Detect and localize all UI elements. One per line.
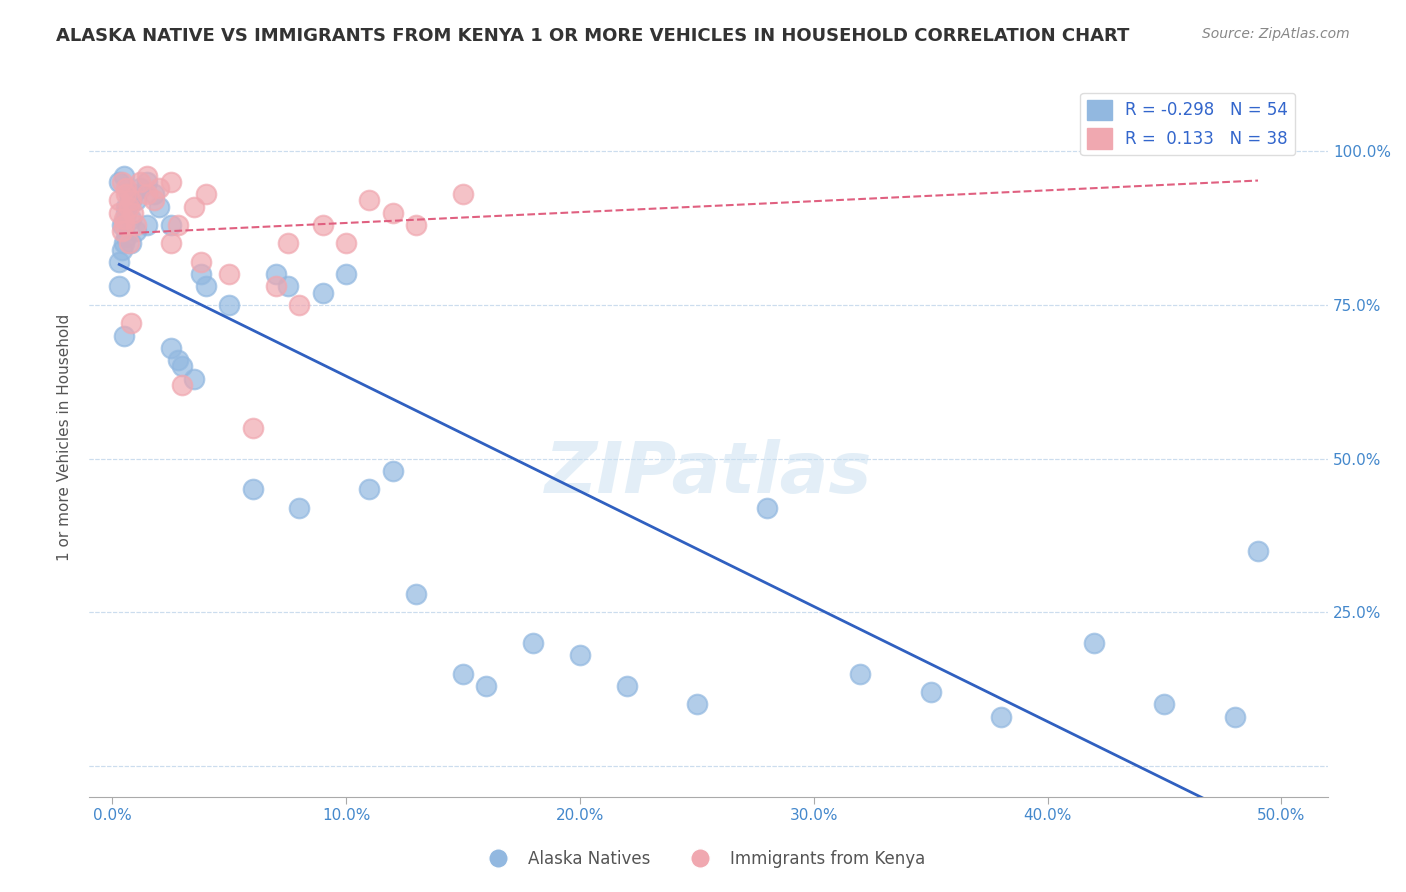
Point: [190, 267, 212, 281]
Point: [920, 685, 942, 699]
Point: [143, 194, 166, 208]
Point: [183, 200, 205, 214]
Point: [359, 483, 381, 497]
Point: [451, 187, 474, 202]
Point: [616, 679, 638, 693]
Point: [115, 181, 138, 195]
Point: [686, 698, 709, 712]
Point: [136, 187, 159, 202]
Point: [129, 181, 152, 195]
Point: [218, 267, 240, 281]
Point: [148, 181, 170, 195]
Point: [122, 187, 145, 202]
Point: [264, 267, 287, 281]
Point: [108, 194, 131, 208]
Text: ALASKA NATIVE VS IMMIGRANTS FROM KENYA 1 OR MORE VEHICLES IN HOUSEHOLD CORRELATI: ALASKA NATIVE VS IMMIGRANTS FROM KENYA 1…: [56, 27, 1129, 45]
Point: [405, 218, 427, 232]
Point: [115, 230, 138, 244]
Point: [277, 279, 299, 293]
Point: [159, 236, 181, 251]
Point: [475, 679, 498, 693]
Legend: R = -0.298   N = 54, R =  0.133   N = 38: R = -0.298 N = 54, R = 0.133 N = 38: [1080, 93, 1295, 155]
Point: [124, 224, 146, 238]
Point: [129, 175, 152, 189]
Point: [124, 218, 146, 232]
Point: [112, 211, 135, 226]
Point: [120, 211, 142, 226]
Point: [124, 194, 146, 208]
Point: [1153, 698, 1175, 712]
Point: [108, 255, 131, 269]
Point: [110, 218, 132, 232]
Point: [110, 243, 132, 257]
Point: [1223, 710, 1246, 724]
Point: [1247, 132, 1270, 146]
Point: [136, 218, 159, 232]
Point: [568, 648, 591, 663]
Point: [335, 267, 357, 281]
Point: [242, 421, 264, 435]
Text: Source: ZipAtlas.com: Source: ZipAtlas.com: [1202, 27, 1350, 41]
Point: [166, 218, 188, 232]
Point: [120, 316, 142, 330]
Point: [115, 205, 138, 219]
Point: [108, 175, 131, 189]
Point: [190, 255, 212, 269]
Point: [288, 500, 311, 515]
Legend: Alaska Natives, Immigrants from Kenya: Alaska Natives, Immigrants from Kenya: [474, 844, 932, 875]
Point: [117, 200, 139, 214]
Point: [172, 359, 194, 374]
Point: [120, 236, 142, 251]
Point: [136, 169, 159, 183]
Point: [242, 483, 264, 497]
Point: [110, 175, 132, 189]
Point: [288, 298, 311, 312]
Point: [112, 236, 135, 251]
Point: [110, 224, 132, 238]
Point: [120, 194, 142, 208]
Point: [451, 666, 474, 681]
Point: [122, 205, 145, 219]
Point: [849, 666, 872, 681]
Point: [990, 710, 1012, 724]
Point: [277, 236, 299, 251]
Point: [172, 377, 194, 392]
Point: [166, 353, 188, 368]
Point: [143, 187, 166, 202]
Point: [218, 298, 240, 312]
Point: [159, 341, 181, 355]
Point: [311, 218, 333, 232]
Point: [112, 218, 135, 232]
Point: [359, 194, 381, 208]
Point: [148, 200, 170, 214]
Point: [183, 372, 205, 386]
Point: [335, 236, 357, 251]
Point: [264, 279, 287, 293]
Point: [120, 194, 142, 208]
Point: [311, 285, 333, 300]
Point: [108, 205, 131, 219]
Point: [108, 279, 131, 293]
Y-axis label: 1 or more Vehicles in Household: 1 or more Vehicles in Household: [58, 313, 72, 561]
Point: [117, 236, 139, 251]
Point: [755, 500, 778, 515]
Text: ZIPatlas: ZIPatlas: [544, 439, 872, 508]
Point: [117, 187, 139, 202]
Point: [136, 175, 159, 189]
Point: [115, 187, 138, 202]
Point: [194, 279, 217, 293]
Point: [381, 464, 404, 478]
Point: [381, 205, 404, 219]
Point: [1083, 636, 1105, 650]
Point: [522, 636, 544, 650]
Point: [112, 169, 135, 183]
Point: [112, 328, 135, 343]
Point: [159, 218, 181, 232]
Point: [405, 587, 427, 601]
Point: [115, 200, 138, 214]
Point: [159, 175, 181, 189]
Point: [1247, 543, 1270, 558]
Point: [194, 187, 217, 202]
